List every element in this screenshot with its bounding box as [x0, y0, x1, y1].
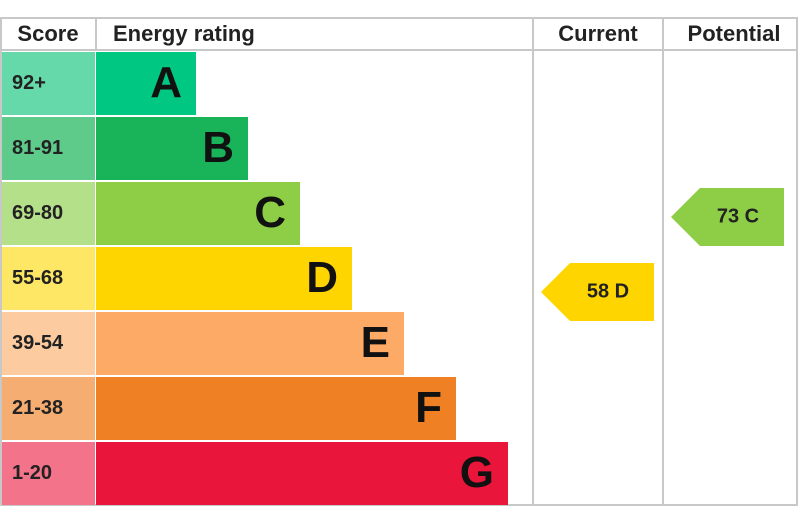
score-label: 81-91: [12, 137, 63, 159]
rating-bar: [96, 117, 248, 180]
score-label: 21-38: [12, 397, 63, 419]
rating-letter: D: [306, 253, 338, 302]
header-potential: Potential: [688, 21, 781, 46]
rating-letter: F: [415, 383, 442, 432]
rating-bar: [96, 312, 404, 375]
potential-arrow: [671, 188, 784, 246]
rating-bar: [96, 52, 196, 115]
score-cell: [2, 52, 95, 115]
score-cell: [2, 377, 95, 440]
bands: 92+ A 81-91 B 69-80 C 55-68 D 39-54 E 21-38 F 1-20 G: [2, 52, 508, 505]
current-label: 58 D: [587, 280, 629, 302]
rating-letter: C: [254, 188, 286, 237]
score-cell: [2, 442, 95, 505]
score-label: 1-20: [12, 462, 52, 484]
rating-bar: [96, 442, 508, 505]
rating-bar: [96, 247, 352, 310]
header-rating: Energy rating: [113, 21, 255, 46]
rating-letter: G: [460, 448, 494, 497]
current-arrow: [541, 263, 654, 321]
score-cell: [2, 182, 95, 245]
rating-letter: B: [202, 123, 234, 172]
potential-label: 73 C: [717, 205, 759, 227]
score-cell: [2, 117, 95, 180]
score-label: 55-68: [12, 267, 63, 289]
score-cell: [2, 247, 95, 310]
score-label: 69-80: [12, 202, 63, 224]
header-score: Score: [17, 21, 78, 46]
score-label: 39-54: [12, 332, 64, 354]
header-current: Current: [558, 21, 638, 46]
rating-letter: E: [361, 318, 390, 367]
rating-bar: [96, 182, 300, 245]
score-cell: [2, 312, 95, 375]
score-label: 92+: [12, 72, 46, 94]
rating-letter: A: [150, 58, 182, 107]
rating-bar: [96, 377, 456, 440]
